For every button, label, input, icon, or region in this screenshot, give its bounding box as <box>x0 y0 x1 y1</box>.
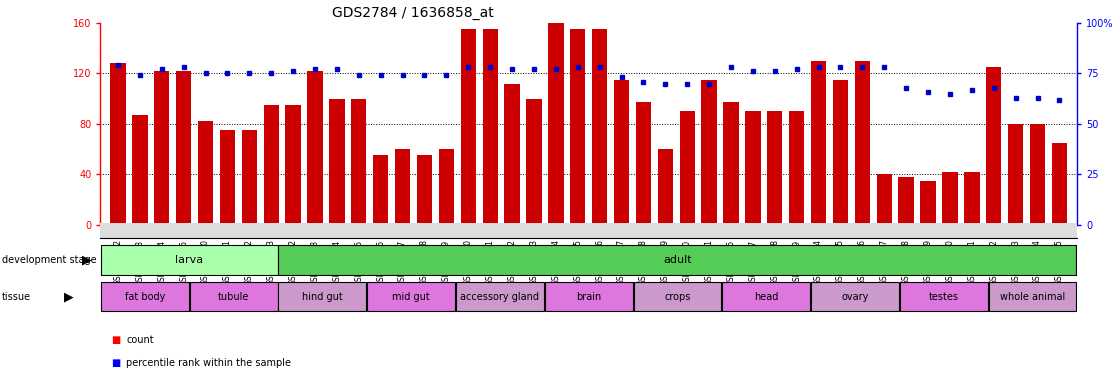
Text: ovary: ovary <box>841 291 868 302</box>
Text: mid gut: mid gut <box>392 291 430 302</box>
Bar <box>100 282 189 311</box>
Bar <box>723 103 739 225</box>
Bar <box>100 245 278 275</box>
Bar <box>263 105 279 225</box>
Bar <box>767 111 782 225</box>
Bar <box>504 84 520 225</box>
Bar <box>527 99 541 225</box>
Bar <box>198 121 213 225</box>
Bar <box>964 172 980 225</box>
Bar <box>439 149 454 225</box>
Text: ■: ■ <box>112 358 121 368</box>
Bar <box>634 282 721 311</box>
Bar <box>461 29 475 225</box>
Bar <box>989 282 1077 311</box>
Bar <box>811 282 899 311</box>
Bar <box>286 105 301 225</box>
Text: ▶: ▶ <box>64 290 74 303</box>
Bar <box>545 282 633 311</box>
Bar <box>942 172 958 225</box>
Bar <box>416 156 432 225</box>
Text: accessory gland: accessory gland <box>461 291 539 302</box>
Bar <box>278 282 366 311</box>
Text: development stage: development stage <box>2 255 97 265</box>
Bar <box>789 111 805 225</box>
Text: percentile rank within the sample: percentile rank within the sample <box>126 358 291 368</box>
Bar <box>190 282 278 311</box>
Text: GDS2784 / 1636858_at: GDS2784 / 1636858_at <box>333 6 493 20</box>
Bar <box>570 29 586 225</box>
Bar <box>154 71 170 225</box>
Bar <box>722 282 810 311</box>
Text: tissue: tissue <box>2 291 31 302</box>
Bar <box>745 111 761 225</box>
Text: head: head <box>754 291 779 302</box>
Bar <box>482 29 498 225</box>
Bar <box>367 282 455 311</box>
Bar <box>110 63 126 225</box>
Bar <box>307 71 323 225</box>
Bar <box>833 80 848 225</box>
Bar <box>636 103 651 225</box>
Bar <box>680 111 695 225</box>
Text: ▶: ▶ <box>81 254 92 266</box>
Bar <box>176 71 191 225</box>
Bar <box>548 23 564 225</box>
Bar <box>329 99 345 225</box>
Bar <box>132 115 147 225</box>
Text: adult: adult <box>663 255 692 265</box>
Bar <box>855 61 870 225</box>
Bar <box>352 99 366 225</box>
Bar <box>373 156 388 225</box>
Text: brain: brain <box>576 291 602 302</box>
Bar <box>1051 143 1067 225</box>
Bar <box>657 149 673 225</box>
Bar <box>702 80 716 225</box>
Bar <box>811 61 826 225</box>
Text: fat body: fat body <box>125 291 165 302</box>
Bar <box>876 174 892 225</box>
Bar <box>899 282 988 311</box>
Bar <box>614 80 629 225</box>
Bar <box>921 180 935 225</box>
Bar <box>1008 124 1023 225</box>
Bar <box>591 29 607 225</box>
Bar <box>278 245 1077 275</box>
Bar <box>456 282 543 311</box>
Text: ■: ■ <box>112 335 121 345</box>
Bar <box>220 130 235 225</box>
Text: tubule: tubule <box>218 291 249 302</box>
Text: larva: larva <box>175 255 203 265</box>
Text: crops: crops <box>664 291 691 302</box>
Bar <box>242 130 257 225</box>
Text: hind gut: hind gut <box>302 291 343 302</box>
Bar <box>395 149 411 225</box>
Bar <box>1030 124 1046 225</box>
Bar <box>898 177 914 225</box>
Bar <box>987 67 1001 225</box>
Text: whole animal: whole animal <box>1000 291 1065 302</box>
Text: testes: testes <box>929 291 959 302</box>
Text: count: count <box>126 335 154 345</box>
